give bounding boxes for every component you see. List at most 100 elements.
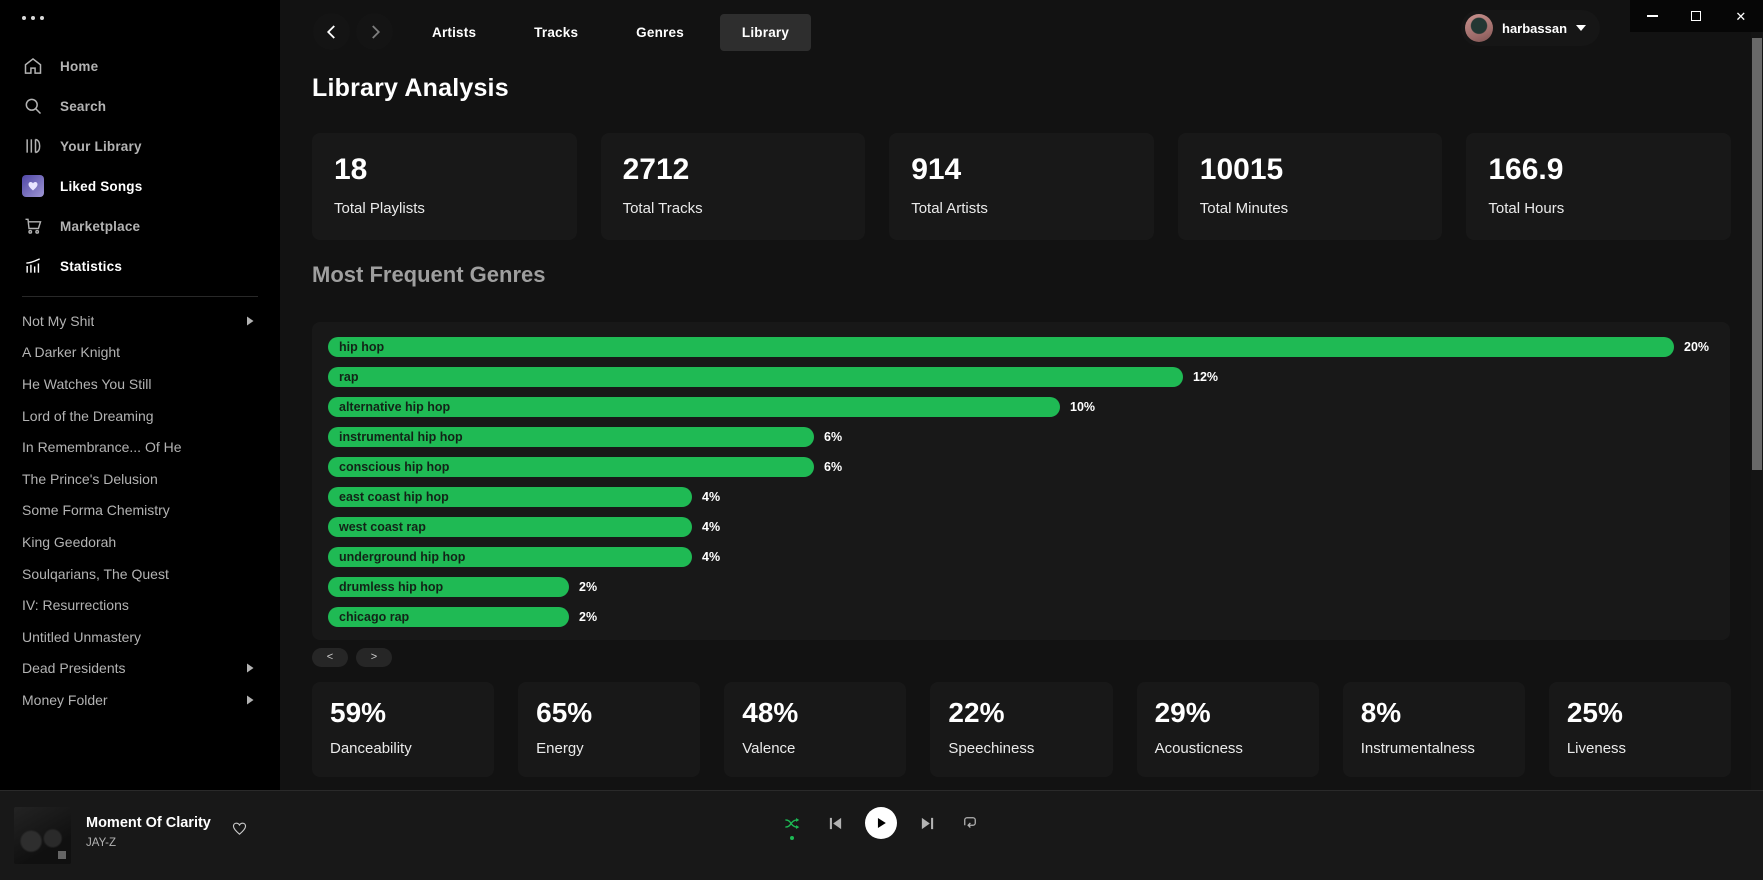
sidebar-playlist-item[interactable]: In Remembrance... Of He: [0, 431, 280, 463]
playlist-name: IV: Resurrections: [22, 597, 129, 614]
like-button[interactable]: [231, 820, 248, 840]
more-options-icon[interactable]: [0, 0, 280, 20]
track-title[interactable]: Moment Of Clarity: [86, 815, 211, 831]
maximize-button[interactable]: [1681, 1, 1711, 31]
audio-feature-label: Acousticness: [1154, 740, 1243, 757]
stat-card: 18 Total Playlists: [312, 133, 577, 240]
playlist-list: Not My Shit A Darker Knight He Watches Y…: [0, 305, 280, 716]
sidebar-item-your-library[interactable]: Your Library: [0, 126, 280, 166]
tab-library[interactable]: Library: [719, 13, 812, 51]
audio-feature-label: Instrumentalness: [1360, 740, 1475, 757]
playlist-name: A Darker Knight: [22, 344, 121, 361]
genre-label: hip hop: [339, 340, 385, 354]
audio-feature-label: Liveness: [1566, 740, 1627, 757]
sidebar-playlist-item[interactable]: Money Folder: [0, 684, 280, 716]
playlist-name: Untitled Unmastery: [22, 628, 142, 645]
sidebar-playlist-item[interactable]: Soulqarians, The Quest: [0, 558, 280, 590]
audio-feature-card: 22% Speechiness: [930, 682, 1113, 777]
sidebar-playlist-item[interactable]: A Darker Knight: [0, 337, 280, 369]
genres-section-title: Most Frequent Genres: [312, 262, 546, 287]
sidebar-playlist-item[interactable]: Dead Presidents: [0, 653, 280, 685]
heart-icon: [232, 822, 247, 835]
sidebar-item-search[interactable]: Search: [0, 86, 280, 126]
genre-bar[interactable]: conscious hip hop: [328, 457, 814, 477]
genre-bar[interactable]: chicago rap: [328, 607, 569, 627]
playback-controls: [761, 807, 1001, 840]
sidebar-playlist-item[interactable]: Lord of the Dreaming: [0, 400, 280, 432]
tab-artists[interactable]: Artists: [410, 14, 498, 51]
genre-percent: 2%: [579, 610, 598, 624]
sidebar-playlist-item[interactable]: Not My Shit: [0, 305, 280, 337]
genre-label: conscious hip hop: [339, 460, 450, 474]
playlist-name: In Remembrance... Of He: [22, 439, 182, 456]
genre-bar[interactable]: hip hop: [328, 337, 1674, 357]
genre-bar[interactable]: drumless hip hop: [328, 577, 569, 597]
genre-percent: 6%: [824, 460, 843, 474]
scrollbar-thumb[interactable]: [1752, 38, 1762, 470]
chevron-right-icon: [371, 24, 380, 39]
sidebar-playlist-item[interactable]: He Watches You Still: [0, 368, 280, 400]
genre-label: rap: [339, 370, 359, 384]
genre-bar[interactable]: rap: [328, 367, 1183, 387]
genre-bar[interactable]: east coast hip hop: [328, 487, 692, 507]
genre-percent: 6%: [824, 430, 843, 444]
sidebar-item-statistics[interactable]: Statistics: [0, 246, 280, 286]
stats-tabs: Artists Tracks Genres Library: [410, 13, 812, 51]
close-button[interactable]: ✕: [1726, 1, 1756, 31]
audio-feature-value: 22%: [948, 697, 1005, 728]
sidebar-item-marketplace[interactable]: Marketplace: [0, 206, 280, 246]
previous-icon: [829, 817, 841, 829]
genre-percent: 12%: [1193, 370, 1219, 384]
stat-value: 18: [334, 153, 368, 186]
minimize-button[interactable]: [1637, 1, 1667, 31]
audio-feature-card: 8% Instrumentalness: [1342, 682, 1525, 777]
play-button[interactable]: [865, 807, 897, 839]
genre-bar-row: east coast hip hop 4%: [328, 487, 1714, 507]
sidebar-playlist-item[interactable]: The Prince's Delusion: [0, 463, 280, 495]
sidebar-playlist-item[interactable]: Untitled Unmastery: [0, 621, 280, 653]
playlist-name: The Prince's Delusion: [22, 470, 158, 487]
genre-bar[interactable]: alternative hip hop: [328, 397, 1060, 417]
next-track-button[interactable]: [914, 810, 940, 836]
genre-percent: 2%: [579, 580, 598, 594]
stat-card: 166.9 Total Hours: [1466, 133, 1731, 240]
sidebar-playlist-item[interactable]: Some Forma Chemistry: [0, 495, 280, 527]
audio-feature-value: 65%: [536, 697, 593, 728]
tab-genres[interactable]: Genres: [614, 14, 706, 51]
sidebar-item-home[interactable]: Home: [0, 46, 280, 86]
chevron-left-icon: [326, 24, 335, 39]
previous-track-button[interactable]: [822, 810, 848, 836]
genre-bar[interactable]: instrumental hip hop: [328, 427, 814, 447]
chevron-right-icon: [246, 660, 254, 676]
playlist-name: He Watches You Still: [22, 375, 152, 392]
next-page-button[interactable]: >: [356, 648, 392, 667]
sidebar-nav-label: Statistics: [60, 258, 123, 274]
sidebar-playlist-item[interactable]: IV: Resurrections: [0, 589, 280, 621]
track-artist[interactable]: JAY-Z: [86, 837, 117, 849]
prev-page-button[interactable]: <: [312, 648, 348, 667]
forward-button[interactable]: [356, 13, 393, 50]
playlist-name: Money Folder: [22, 691, 108, 708]
stat-card: 2712 Total Tracks: [600, 133, 866, 240]
statistics-chart-icon: [22, 255, 44, 277]
player-bar: Moment Of Clarity JAY-Z 0:39 4: [0, 790, 1763, 880]
genre-bar[interactable]: underground hip hop: [328, 547, 692, 567]
sidebar-item-liked-songs[interactable]: Liked Songs: [0, 166, 280, 206]
back-button[interactable]: [313, 13, 350, 50]
album-art[interactable]: [14, 807, 71, 864]
genre-bar[interactable]: west coast rap: [328, 517, 692, 537]
chevron-right-icon: [246, 313, 254, 329]
sidebar-nav-label: Search: [60, 98, 107, 114]
audio-feature-card: 59% Danceability: [312, 682, 495, 777]
play-icon: [877, 818, 886, 828]
user-menu[interactable]: harbassan: [1461, 10, 1601, 46]
genre-bar-row: alternative hip hop 10%: [328, 397, 1714, 417]
tab-tracks[interactable]: Tracks: [512, 14, 600, 51]
sidebar-playlist-item[interactable]: King Geedorah: [0, 526, 280, 558]
audio-feature-value: 59%: [330, 697, 387, 728]
repeat-button[interactable]: [957, 810, 983, 836]
chevron-right-icon: [246, 692, 254, 708]
shuffle-button[interactable]: [779, 810, 805, 840]
sidebar: Home Search Your Library Liked Songs Mar…: [0, 0, 280, 790]
genre-percent: 4%: [702, 520, 721, 534]
